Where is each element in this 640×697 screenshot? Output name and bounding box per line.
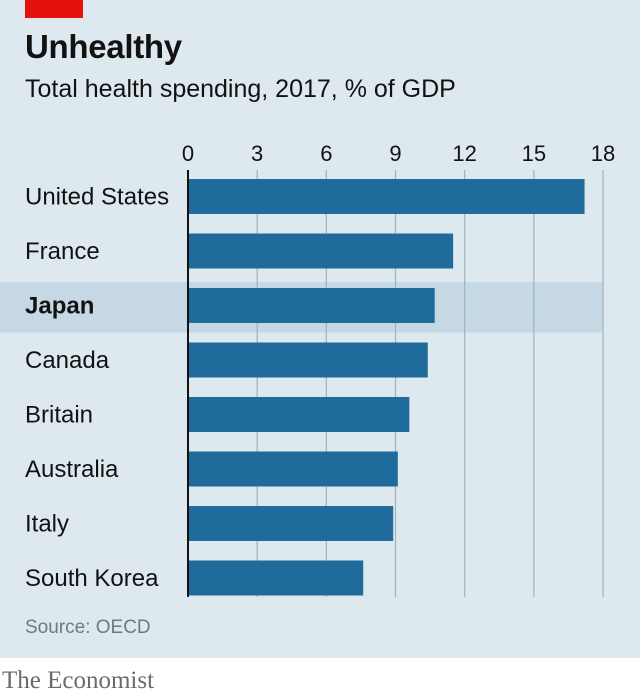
chart-title: Unhealthy xyxy=(25,28,182,65)
bar xyxy=(188,179,585,214)
x-tick-label: 9 xyxy=(389,141,401,166)
x-tick-label: 0 xyxy=(182,141,194,166)
bar xyxy=(188,233,454,269)
economist-logo-text: The Economist xyxy=(2,667,155,694)
bar xyxy=(188,397,410,432)
brand-red-tag xyxy=(25,0,83,18)
chart-subtitle: Total health spending, 2017, % of GDP xyxy=(25,75,456,103)
x-tick-label: 15 xyxy=(522,141,546,166)
category-label: Canada xyxy=(25,347,110,374)
bar xyxy=(188,560,364,596)
category-label: Italy xyxy=(25,511,69,538)
category-label: United States xyxy=(25,184,169,211)
x-tick-label: 6 xyxy=(320,141,332,166)
x-tick-label: 3 xyxy=(251,141,263,166)
category-label: Britain xyxy=(25,402,93,429)
category-label: France xyxy=(25,238,100,265)
x-tick-label: 12 xyxy=(452,141,476,166)
x-tick-label: 18 xyxy=(591,141,615,166)
bar xyxy=(188,288,435,323)
bar xyxy=(188,451,398,487)
bar xyxy=(188,506,394,541)
bar xyxy=(188,342,428,378)
category-label: South Korea xyxy=(25,565,159,592)
category-label: Australia xyxy=(25,456,119,483)
category-label: Japan xyxy=(25,293,94,320)
source-note: Source: OECD xyxy=(25,617,151,638)
